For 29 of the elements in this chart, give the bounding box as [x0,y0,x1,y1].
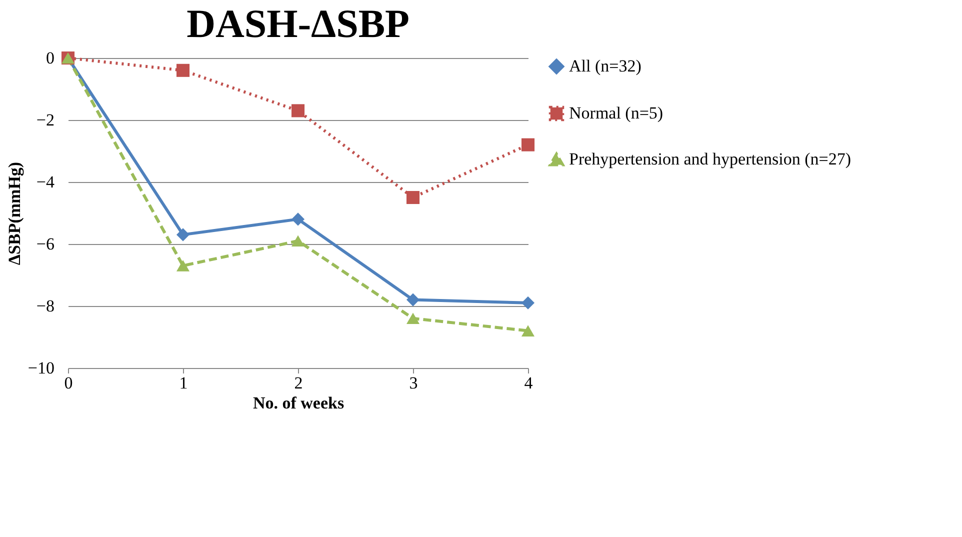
y-tick-label: 0 [46,48,54,68]
point [176,64,190,77]
x-tick-label: 2 [294,374,303,392]
y-tick-label: −10 [28,358,54,378]
x-tick-label: 3 [409,374,418,392]
y-tick-label: −6 [36,234,54,254]
point [176,228,190,242]
legend-label: Prehypertension and hypertension (n=27) [569,150,851,168]
x-tick-label: 1 [179,374,188,392]
point [521,325,535,336]
y-tick-label: −4 [36,172,55,192]
point [176,260,190,272]
x-tick-label: 4 [524,374,534,392]
point [406,293,420,306]
x-axis-title: No. of weeks [252,394,344,412]
point [406,312,420,324]
chart-title: DASH-ΔSBP [186,1,410,46]
x-tick-label: 0 [64,374,73,392]
point [291,212,305,226]
point [521,138,535,152]
point [291,104,305,118]
point [291,235,305,247]
legend-label: All (n=32) [569,56,642,76]
y-tick-label: −2 [36,110,54,130]
legend-label: Normal (n=5) [569,104,664,122]
y-tick-label: −8 [36,296,54,316]
point [406,190,420,204]
point [521,296,535,310]
y-axis-title: ΔSBP(mmHg) [4,162,24,266]
